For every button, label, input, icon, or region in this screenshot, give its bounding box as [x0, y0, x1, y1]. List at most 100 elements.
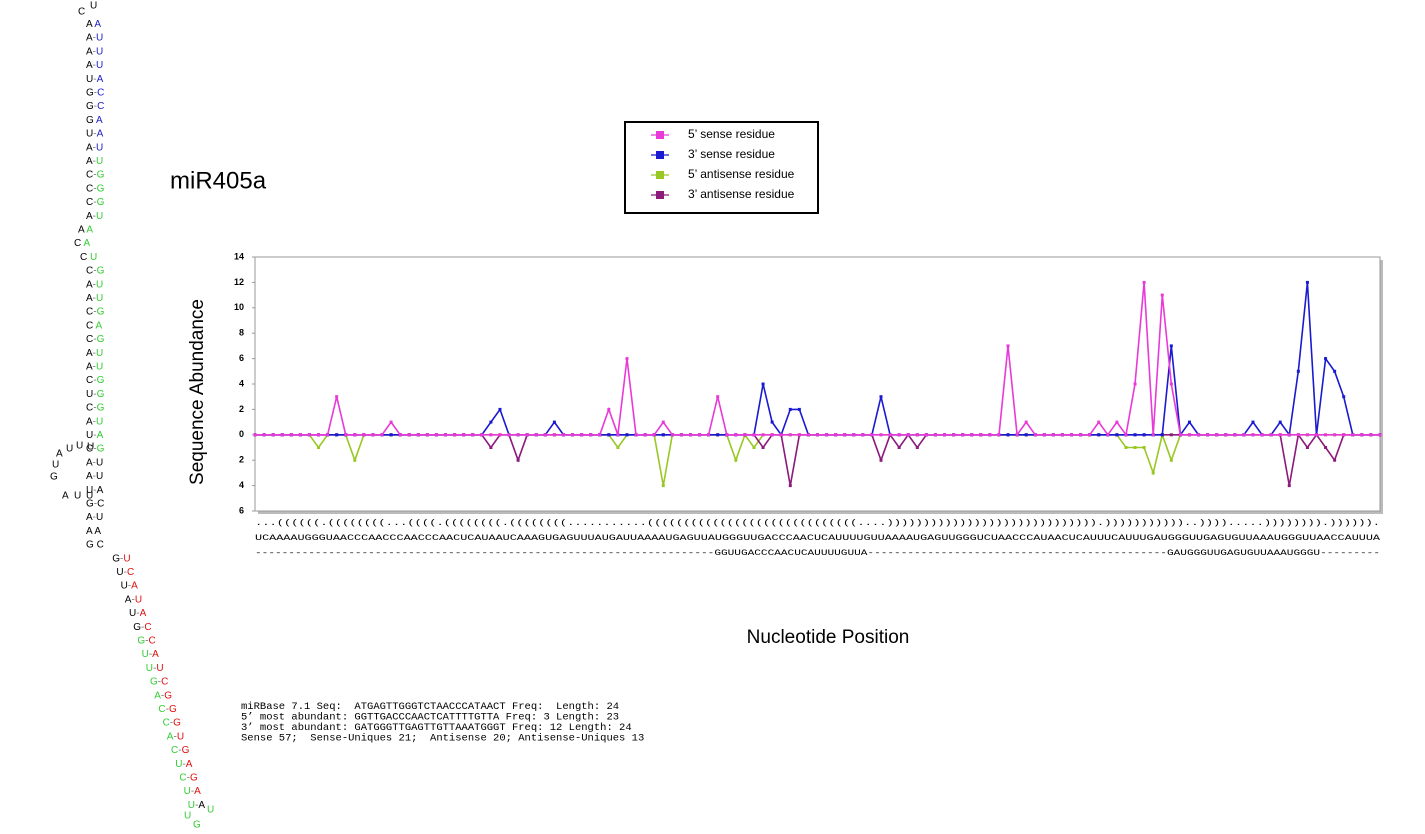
y-tick-label: 2 [239, 404, 244, 414]
data-point [335, 395, 339, 399]
legend-label: 5’ antisense residue [688, 167, 795, 181]
data-point [1060, 433, 1064, 437]
data-point [280, 433, 284, 437]
data-point [1305, 446, 1309, 449]
data-point [271, 433, 275, 437]
data-point [988, 433, 992, 437]
plot-area [254, 256, 1381, 512]
data-point [707, 433, 711, 437]
base-pair: U-A [86, 484, 104, 495]
base-pair: A-U [86, 279, 103, 290]
data-point [1215, 433, 1219, 437]
base-pair: A-U [86, 293, 103, 304]
data-point [1142, 433, 1146, 437]
base-pair: C-G [86, 183, 105, 194]
data-point [1305, 280, 1309, 284]
data-point [897, 446, 901, 449]
legend-label: 5’ sense residue [688, 127, 775, 141]
base-pair: A-U [86, 471, 103, 482]
data-point [797, 407, 801, 411]
data-point [761, 382, 765, 386]
data-point [344, 433, 348, 437]
loop-nt: U [52, 460, 59, 471]
data-point [979, 433, 983, 437]
data-point [1324, 433, 1328, 437]
data-point [770, 433, 774, 437]
base-pair: C-G [179, 772, 198, 783]
data-point [716, 433, 720, 437]
loop-nt: G [193, 820, 201, 831]
data-point [1342, 433, 1346, 437]
base-pair: A-G [154, 690, 172, 701]
data-point [1006, 344, 1010, 348]
data-point [997, 433, 1001, 437]
data-point [943, 433, 947, 437]
data-point [679, 433, 683, 437]
y-axis-label: Sequence Abundance [187, 299, 208, 485]
base-pair: C A [74, 238, 90, 249]
data-point [1178, 433, 1182, 437]
legend-marker [656, 131, 664, 139]
data-point [670, 433, 674, 437]
data-point [471, 433, 475, 437]
data-point [552, 433, 556, 437]
base-pair: A A [86, 19, 101, 30]
base-pair: A-U [86, 457, 103, 468]
data-point [1269, 433, 1273, 437]
base-pair: G C [86, 539, 104, 550]
data-point [797, 433, 801, 437]
data-point [770, 420, 774, 424]
data-point [661, 433, 665, 437]
data-point [1369, 433, 1373, 437]
data-point [1251, 420, 1255, 424]
data-point [752, 446, 756, 449]
data-point [1333, 458, 1337, 462]
base-pair: A A [86, 526, 101, 537]
data-point [1333, 369, 1337, 373]
data-point [552, 420, 556, 424]
sequence-line: ...((((((.((((((((...((((.((((((((.(((((… [255, 519, 1380, 528]
data-point [1314, 433, 1318, 437]
data-point [1070, 433, 1074, 437]
legend-marker [656, 191, 664, 199]
data-point [1260, 433, 1264, 437]
base-pair: A-U [86, 46, 103, 57]
data-point [825, 433, 829, 437]
data-point [1378, 433, 1382, 437]
data-point [661, 484, 665, 488]
data-point [1151, 433, 1155, 437]
base-pair: U-A [142, 649, 160, 660]
data-point [598, 433, 602, 437]
base-pair: A-U [86, 210, 103, 221]
sequence-line: UCAAAAUGGGUAACCCAACCCAACCCAACUCAUAAUCAAA… [255, 534, 1380, 543]
data-point [326, 433, 330, 437]
y-tick-label: 0 [239, 429, 244, 439]
base-pair: A-U [86, 156, 103, 167]
base-pair: U-C [116, 567, 134, 578]
y-tick-label: 10 [234, 302, 244, 312]
base-pair: U-G [86, 389, 105, 400]
loop-nt: U [207, 805, 214, 816]
data-point [661, 420, 665, 424]
data-point [1351, 433, 1355, 437]
base-pair: U-A [121, 580, 139, 591]
data-point [1042, 433, 1046, 437]
data-point [1133, 382, 1137, 386]
data-point [543, 433, 547, 437]
base-pair: G-U [112, 553, 130, 564]
y-tick-label: 8 [239, 328, 244, 338]
data-point [643, 433, 647, 437]
info-line: 3’ most abundant: GATGGGTTGAGTTGTTAAATGG… [241, 722, 632, 734]
data-point [652, 433, 656, 437]
data-point [453, 433, 457, 437]
data-point [516, 433, 520, 437]
data-point [1160, 293, 1164, 297]
data-point [788, 484, 792, 488]
base-pair: G-C [86, 101, 104, 112]
data-point [1097, 433, 1101, 437]
loop-nt: C [78, 7, 85, 18]
base-pair: U-A [129, 608, 147, 619]
data-point [1206, 433, 1210, 437]
data-point [480, 433, 484, 437]
